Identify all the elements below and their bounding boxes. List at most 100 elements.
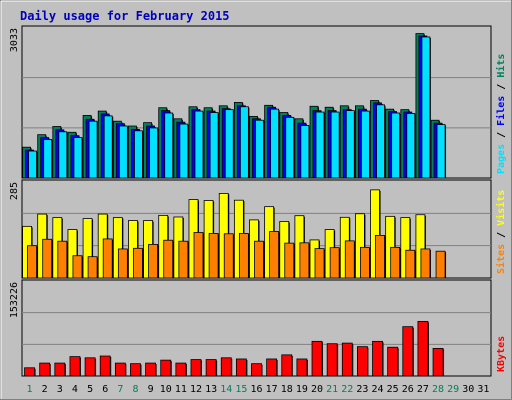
x-tick-label: 27 — [417, 384, 429, 395]
bar-kbytes-day-20 — [311, 340, 323, 377]
bar-sites-day-7 — [117, 248, 128, 279]
x-tick-label: 7 — [117, 384, 123, 395]
bar-pages-day-28 — [436, 124, 446, 179]
x-tick-label: 31 — [477, 384, 489, 395]
y-axis-label-part: Hits — [495, 54, 507, 78]
y-axis-label-part: Pages — [496, 144, 507, 174]
bar-sites-day-15 — [238, 233, 249, 279]
y-axis-label-part: Sites — [495, 244, 507, 274]
bar-visits-day-23 — [355, 213, 365, 279]
x-tick-label: 28 — [432, 384, 444, 395]
bar-sites-day-27 — [420, 248, 431, 279]
y-axis-label: Sites / Visits — [495, 190, 507, 274]
x-tick-label: 22 — [341, 384, 353, 395]
x-tick-label: 26 — [402, 384, 414, 395]
bar-kbytes-day-23 — [357, 346, 368, 377]
bar-pages-day-18 — [285, 116, 295, 179]
chart-title: Daily usage for February 2015 — [20, 9, 230, 23]
bar-sites-day-19 — [299, 242, 310, 279]
bar-sites-day-4 — [72, 255, 83, 279]
bar-pages-day-8 — [134, 130, 143, 179]
bar-visits-day-27 — [415, 214, 426, 279]
y-axis-label-part: Visits — [495, 190, 507, 226]
x-tick-label: 14 — [220, 384, 232, 395]
x-tick-label: 4 — [72, 384, 78, 395]
panel-3: 153226 KBytes — [9, 279, 507, 377]
bar-kbytes-day-16 — [251, 363, 262, 377]
bar-sites-day-21 — [329, 247, 340, 279]
x-tick-label: 24 — [372, 384, 384, 395]
x-tick-label: 18 — [281, 384, 293, 395]
x-tick-label: 29 — [447, 384, 459, 395]
bar-kbytes-day-27 — [417, 320, 429, 377]
bar-kbytes-day-8 — [130, 363, 141, 377]
bar-sites-day-18 — [284, 242, 295, 279]
bar-kbytes-day-17 — [266, 358, 278, 377]
bar-kbytes-day-7 — [114, 362, 126, 377]
bar-pages-day-5 — [88, 120, 98, 179]
bar-visits-day-7 — [112, 217, 123, 279]
bar-pages-day-23 — [361, 110, 370, 179]
bar-kbytes-day-14 — [220, 357, 232, 377]
bar-pages-day-16 — [255, 119, 264, 179]
bar-sites-day-11 — [178, 240, 189, 279]
bar-sites-day-25 — [390, 246, 401, 279]
bar-visits-day-4 — [67, 229, 78, 279]
bar-kbytes-day-24 — [372, 340, 383, 377]
bar-sites-day-2 — [42, 238, 53, 279]
bar-pages-day-13 — [209, 112, 219, 179]
series-sites — [27, 231, 447, 279]
bar-sites-day-1 — [27, 245, 37, 279]
bar-sites-day-5 — [87, 256, 98, 279]
bar-sites-day-28 — [435, 250, 446, 279]
bar-visits-day-5 — [82, 218, 93, 279]
bar-kbytes-day-21 — [326, 343, 338, 377]
bar-pages-day-22 — [345, 110, 355, 179]
bar-pages-day-4 — [73, 137, 83, 179]
x-tick-label: 1 — [27, 384, 33, 395]
bar-pages-day-25 — [391, 112, 401, 179]
bar-pages-day-1 — [28, 150, 37, 179]
bar-kbytes-day-10 — [160, 359, 172, 377]
bar-kbytes-day-3 — [54, 362, 66, 377]
x-tick-label: 2 — [42, 384, 48, 395]
bar-pages-day-26 — [406, 113, 416, 179]
bar-sites-day-23 — [360, 246, 370, 279]
x-tick-label: 30 — [462, 384, 474, 395]
bar-pages-day-7 — [118, 125, 128, 179]
bar-kbytes-day-26 — [402, 326, 414, 377]
x-tick-label: 25 — [387, 384, 399, 395]
bar-kbytes-day-19 — [296, 358, 308, 377]
panel-2: 285 Sites / Visits — [9, 179, 507, 279]
bar-kbytes-day-25 — [387, 346, 399, 377]
ymax-label: 3033 — [9, 28, 20, 52]
x-tick-label: 11 — [175, 384, 187, 395]
bar-pages-day-11 — [179, 123, 189, 179]
bar-sites-day-3 — [57, 240, 68, 279]
bar-kbytes-day-22 — [341, 342, 353, 377]
x-tick-label: 10 — [160, 384, 172, 395]
x-tick-label: 9 — [148, 384, 154, 395]
bar-kbytes-day-15 — [235, 358, 247, 377]
bar-kbytes-day-9 — [145, 362, 156, 377]
bar-sites-day-17 — [269, 231, 280, 279]
bar-sites-day-22 — [344, 240, 355, 279]
x-tick-label: 19 — [296, 384, 308, 395]
x-tick-label: 23 — [356, 384, 368, 395]
bar-kbytes-day-28 — [432, 347, 444, 377]
panel-1: 3033 Pages / Files / Hits — [9, 25, 507, 179]
bar-pages-day-3 — [58, 131, 68, 179]
bar-visits-day-24 — [370, 189, 380, 279]
bar-pages-day-21 — [330, 111, 340, 179]
y-axis-label-part: / — [496, 226, 507, 244]
bar-kbytes-day-6 — [99, 355, 111, 377]
bar-kbytes-day-12 — [190, 359, 202, 377]
y-axis-label: KBytes — [496, 336, 507, 372]
bar-kbytes-day-4 — [69, 356, 81, 377]
bar-pages-day-10 — [164, 112, 174, 179]
x-tick-label: 6 — [102, 384, 108, 395]
y-axis-label-part: / — [496, 78, 507, 96]
bar-kbytes-day-5 — [84, 357, 96, 377]
bar-pages-day-2 — [43, 139, 53, 179]
